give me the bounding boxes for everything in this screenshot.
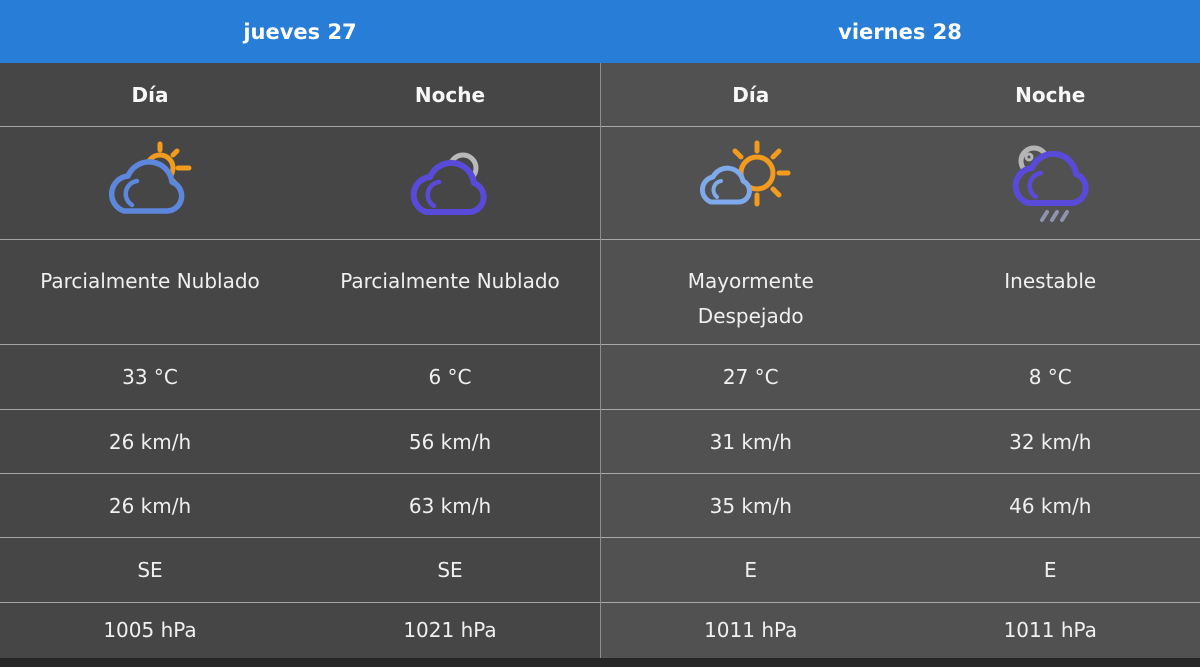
wind-direction-value: SE	[437, 558, 463, 583]
condition-value: Parcialmente Nublado	[340, 268, 560, 293]
pressure-value: 1005 hPa	[103, 618, 197, 643]
icon-cell	[300, 127, 600, 239]
period-label-dia: Día	[732, 82, 770, 107]
pressure-value: 1021 hPa	[403, 618, 497, 643]
partly-cloudy-day-icon	[93, 133, 208, 233]
period-label-noche: Noche	[414, 82, 486, 107]
wind-gust-row: 35 km/h 46 km/h	[601, 473, 1200, 537]
temperature-value: 6 °C	[428, 364, 472, 389]
pressure-value: 1011 hPa	[704, 618, 798, 643]
partly-cloudy-night-icon	[393, 133, 508, 233]
period-label-row: Día Noche	[601, 63, 1200, 126]
wind-direction-value: E	[1043, 558, 1057, 583]
condition-value: Mayormente Despejado	[687, 268, 814, 328]
period-label-row: Día Noche	[0, 63, 600, 126]
wind-direction-row: SE SE	[0, 537, 600, 601]
wind-gust-value: 26 km/h	[108, 493, 192, 518]
day-header-viernes[interactable]: viernes 28	[600, 0, 1200, 63]
wind-speed-value: 31 km/h	[709, 429, 792, 454]
condition-row: Parcialmente Nublado Parcialmente Nublad…	[0, 238, 600, 344]
wind-gust-value: 46 km/h	[1009, 493, 1092, 518]
wind-speed-value: 26 km/h	[108, 429, 192, 454]
wind-gust-value: 63 km/h	[408, 493, 492, 518]
condition-value: Parcialmente Nublado	[40, 268, 260, 293]
wind-speed-value: 56 km/h	[408, 429, 492, 454]
pressure-row: 1011 hPa 1011 hPa	[601, 601, 1200, 658]
wind-speed-row: 31 km/h 32 km/h	[601, 408, 1200, 473]
wind-gust-row: 26 km/h 63 km/h	[0, 473, 600, 537]
day-header-jueves[interactable]: jueves 27	[0, 0, 600, 63]
icon-cell	[601, 127, 901, 239]
icon-row	[601, 126, 1200, 239]
pressure-row: 1005 hPa 1021 hPa	[0, 601, 600, 658]
icon-cell	[0, 127, 300, 239]
period-label-noche: Noche	[1015, 82, 1086, 107]
temperature-value: 33 °C	[122, 364, 178, 389]
wind-direction-value: E	[744, 558, 758, 583]
wind-direction-value: SE	[137, 558, 163, 583]
forecast-table: Día Noche Parcialmente Nublado Parcialme…	[0, 63, 1200, 658]
bottom-edge-strip	[0, 658, 1200, 667]
mostly-clear-day-icon	[693, 133, 808, 233]
icon-cell	[901, 127, 1200, 239]
temperature-row: 27 °C 8 °C	[601, 343, 1200, 409]
wind-speed-value: 32 km/h	[1009, 429, 1092, 454]
unstable-night-rain-icon	[993, 133, 1108, 233]
day-header-row: jueves 27 viernes 28	[0, 0, 1200, 63]
condition-value: Inestable	[1004, 268, 1097, 293]
period-label-dia: Día	[131, 82, 169, 107]
wind-speed-row: 26 km/h 56 km/h	[0, 408, 600, 473]
wind-direction-row: E E	[601, 537, 1200, 601]
wind-gust-value: 35 km/h	[709, 493, 792, 518]
day-section-jueves: Día Noche Parcialmente Nublado Parcialme…	[0, 63, 600, 658]
condition-row: Mayormente Despejado Inestable	[601, 238, 1200, 344]
temperature-value: 27 °C	[722, 364, 779, 389]
pressure-value: 1011 hPa	[1003, 618, 1097, 643]
temperature-row: 33 °C 6 °C	[0, 343, 600, 409]
day-section-viernes: Día Noche Mayormente Despejado Inestable…	[600, 63, 1200, 658]
icon-row	[0, 126, 600, 239]
temperature-value: 8 °C	[1028, 364, 1072, 389]
